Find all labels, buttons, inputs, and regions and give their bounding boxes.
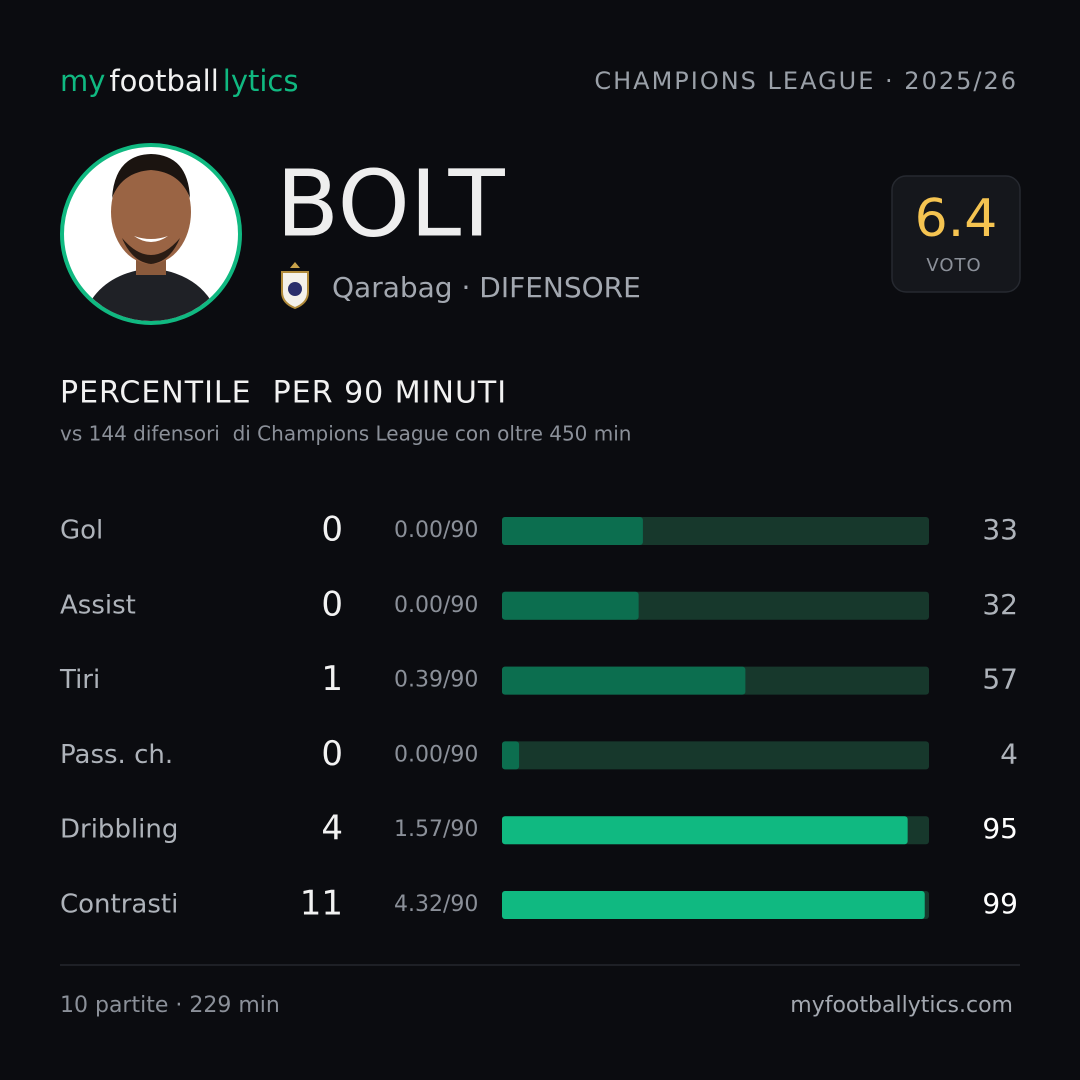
bar-track — [502, 741, 929, 770]
team-crest — [281, 262, 309, 310]
percentile-bar — [502, 891, 925, 919]
percentile-bar — [502, 517, 643, 545]
stat-per90: 0.00/90 — [394, 518, 478, 543]
section-subtitle: vs 144 difensori di Champions League con… — [60, 422, 631, 446]
player-name: BOLT — [276, 150, 506, 257]
stat-label: Dribbling — [60, 815, 178, 845]
stat-label: Assist — [60, 590, 136, 620]
footer-site: myfootballytics.com — [790, 993, 1013, 1018]
percentile-value: 32 — [982, 588, 1018, 621]
stat-total: 4 — [321, 809, 343, 849]
percentile-bar — [502, 666, 746, 695]
stat-rows: Gol 0 0.00/90 33 Assist 0 0.00/90 32 Tiri 1 0.39/9… — [59, 510, 1018, 924]
competition: CHAMPIONS LEAGUE · 2025/26 — [594, 67, 1018, 95]
stat-label: Gol — [60, 516, 103, 546]
rating-box — [891, 175, 1021, 293]
stat-per90: 0.39/90 — [394, 668, 478, 693]
section-title: PERCENTILE PER 90 MINUTI — [60, 376, 507, 411]
stat-label: Pass. ch. — [60, 740, 173, 770]
footer-summary: 10 partite · 229 min — [60, 993, 280, 1018]
stat-per90: 4.32/90 — [394, 892, 478, 917]
player-subtitle: Qarabag · DIFENSORE — [332, 271, 641, 304]
percentile-value: 57 — [982, 663, 1018, 696]
percentile-value: 95 — [982, 812, 1018, 845]
percentile-bar — [502, 591, 639, 620]
percentile-bar — [502, 816, 908, 845]
brand: my football lytics — [60, 64, 298, 98]
stat-total: 0 — [321, 510, 343, 550]
brand-part: lytics — [223, 64, 299, 98]
percentile-bar — [502, 741, 520, 770]
player-photo — [60, 143, 242, 325]
rating-value: 6.4 — [915, 189, 998, 249]
brand-part: my — [60, 64, 105, 98]
brand-part: football — [109, 64, 218, 98]
stat-label: Contrasti — [60, 890, 178, 920]
stat-per90: 1.57/90 — [394, 817, 478, 842]
stat-total: 0 — [321, 734, 343, 774]
stat-per90: 0.00/90 — [394, 593, 478, 618]
stat-total: 11 — [300, 884, 343, 924]
stat-total: 0 — [321, 584, 343, 624]
rating-label: VOTO — [926, 255, 981, 276]
percentile-value: 99 — [982, 887, 1018, 920]
stat-total: 1 — [321, 659, 343, 699]
percentile-value: 4 — [1000, 737, 1018, 770]
stat-per90: 0.00/90 — [394, 742, 478, 767]
stat-label: Tiri — [59, 665, 100, 695]
percentile-value: 33 — [982, 513, 1018, 546]
